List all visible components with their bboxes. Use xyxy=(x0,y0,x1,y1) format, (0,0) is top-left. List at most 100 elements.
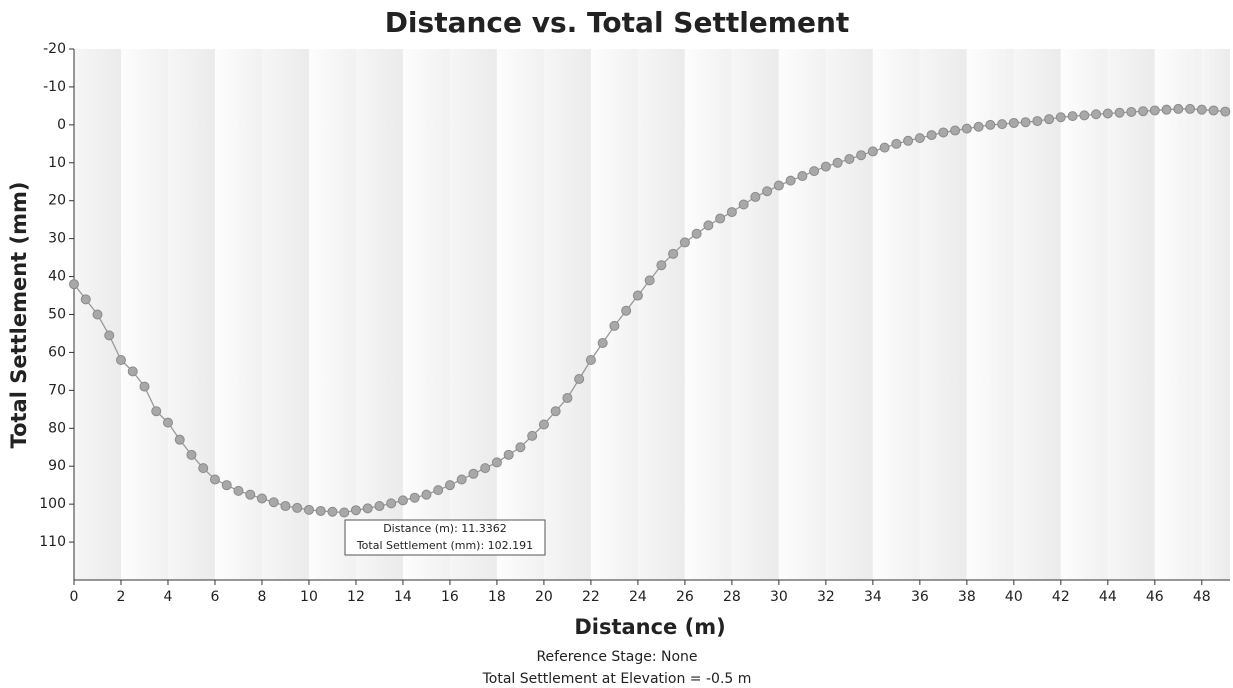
data-point xyxy=(268,497,279,508)
data-point xyxy=(527,430,538,441)
background-band xyxy=(1013,49,1061,580)
background-band xyxy=(825,49,873,580)
data-point xyxy=(198,463,209,474)
data-point xyxy=(820,161,831,172)
y-tick-label: 50 xyxy=(48,307,66,323)
data-point xyxy=(1114,107,1125,118)
note: Total Settlement at Elevation = -0.5 m xyxy=(482,671,752,687)
x-tick-label: 0 xyxy=(70,589,79,605)
data-point xyxy=(480,463,491,474)
y-tick-label: 40 xyxy=(48,269,66,285)
data-point xyxy=(233,485,244,496)
x-tick-label: 12 xyxy=(347,589,365,605)
background-band xyxy=(120,49,168,580)
data-point xyxy=(1032,116,1043,127)
tooltip-text: Total Settlement (mm): 102.191 xyxy=(356,539,533,552)
data-point xyxy=(585,355,596,366)
x-tick-label: 48 xyxy=(1193,589,1211,605)
data-point xyxy=(151,406,162,417)
x-tick-label: 42 xyxy=(1052,589,1070,605)
data-point xyxy=(973,121,984,132)
data-point xyxy=(1079,110,1090,121)
x-tick-label: 32 xyxy=(817,589,835,605)
data-point xyxy=(538,419,549,430)
data-point xyxy=(1185,103,1196,114)
x-axis-label: Distance (m) xyxy=(574,615,725,639)
data-point xyxy=(374,501,385,512)
x-tick-label: 24 xyxy=(629,589,647,605)
x-tick-label: 6 xyxy=(211,589,220,605)
tooltip-box xyxy=(344,519,546,556)
data-point xyxy=(409,492,420,503)
data-point xyxy=(1220,106,1231,117)
x-tick-label: 16 xyxy=(441,589,459,605)
data-point xyxy=(1067,111,1078,122)
data-point xyxy=(221,480,232,491)
data-point xyxy=(503,449,514,460)
x-tick-label: 26 xyxy=(676,589,694,605)
data-point xyxy=(597,337,608,348)
data-point xyxy=(997,119,1008,130)
data-point xyxy=(809,166,820,177)
tooltip: Distance (m): 11.3362 Total Settlement (… xyxy=(344,519,546,556)
data-point xyxy=(867,146,878,157)
data-point xyxy=(327,506,338,517)
background-band xyxy=(308,49,356,580)
data-point xyxy=(926,130,937,141)
data-point xyxy=(80,294,91,305)
data-point xyxy=(386,498,397,509)
data-point xyxy=(456,474,467,485)
data-point xyxy=(350,505,361,516)
data-point xyxy=(209,474,220,485)
data-point xyxy=(844,153,855,164)
x-tick-label: 30 xyxy=(770,589,788,605)
data-point xyxy=(468,468,479,479)
data-point xyxy=(762,186,773,197)
note: Reference Stage: None xyxy=(536,649,697,665)
data-point xyxy=(1149,105,1160,116)
data-point xyxy=(397,495,408,506)
background-band xyxy=(402,49,450,580)
x-tick-label: 8 xyxy=(258,589,267,605)
data-point xyxy=(245,489,256,500)
data-point xyxy=(1208,105,1219,116)
data-point xyxy=(1173,103,1184,114)
x-tick-label: 18 xyxy=(488,589,506,605)
background-band xyxy=(1154,49,1202,580)
x-tick-label: 40 xyxy=(1005,589,1023,605)
y-tick-label: 30 xyxy=(48,231,66,247)
data-point xyxy=(632,290,643,301)
background-band xyxy=(1060,49,1108,580)
data-point xyxy=(609,320,620,331)
x-tick-label: 2 xyxy=(117,589,126,605)
data-point xyxy=(69,279,79,290)
data-point xyxy=(691,228,702,239)
data-point xyxy=(797,171,808,182)
data-point xyxy=(961,123,972,134)
data-point xyxy=(891,138,902,149)
data-point xyxy=(174,434,185,445)
data-point xyxy=(362,503,373,514)
y-tick-label: 70 xyxy=(48,382,66,398)
data-point xyxy=(750,191,761,202)
x-tick-label: 34 xyxy=(864,589,882,605)
background-band xyxy=(543,49,591,580)
data-point xyxy=(856,150,867,161)
y-tick-label: 20 xyxy=(48,193,66,209)
data-point xyxy=(903,135,914,146)
data-point xyxy=(491,457,502,468)
data-point xyxy=(773,180,784,191)
data-point xyxy=(1102,108,1113,119)
data-point xyxy=(315,505,326,516)
y-tick-label: 0 xyxy=(57,117,66,133)
data-point xyxy=(1055,112,1066,123)
y-tick-label: 10 xyxy=(48,155,66,171)
background-band xyxy=(1107,49,1155,580)
data-point xyxy=(444,480,455,491)
background-band xyxy=(214,49,262,580)
data-point xyxy=(938,127,949,138)
background-band xyxy=(966,49,1014,580)
data-point xyxy=(726,207,737,218)
x-tick-label: 36 xyxy=(911,589,929,605)
data-point xyxy=(985,119,996,130)
